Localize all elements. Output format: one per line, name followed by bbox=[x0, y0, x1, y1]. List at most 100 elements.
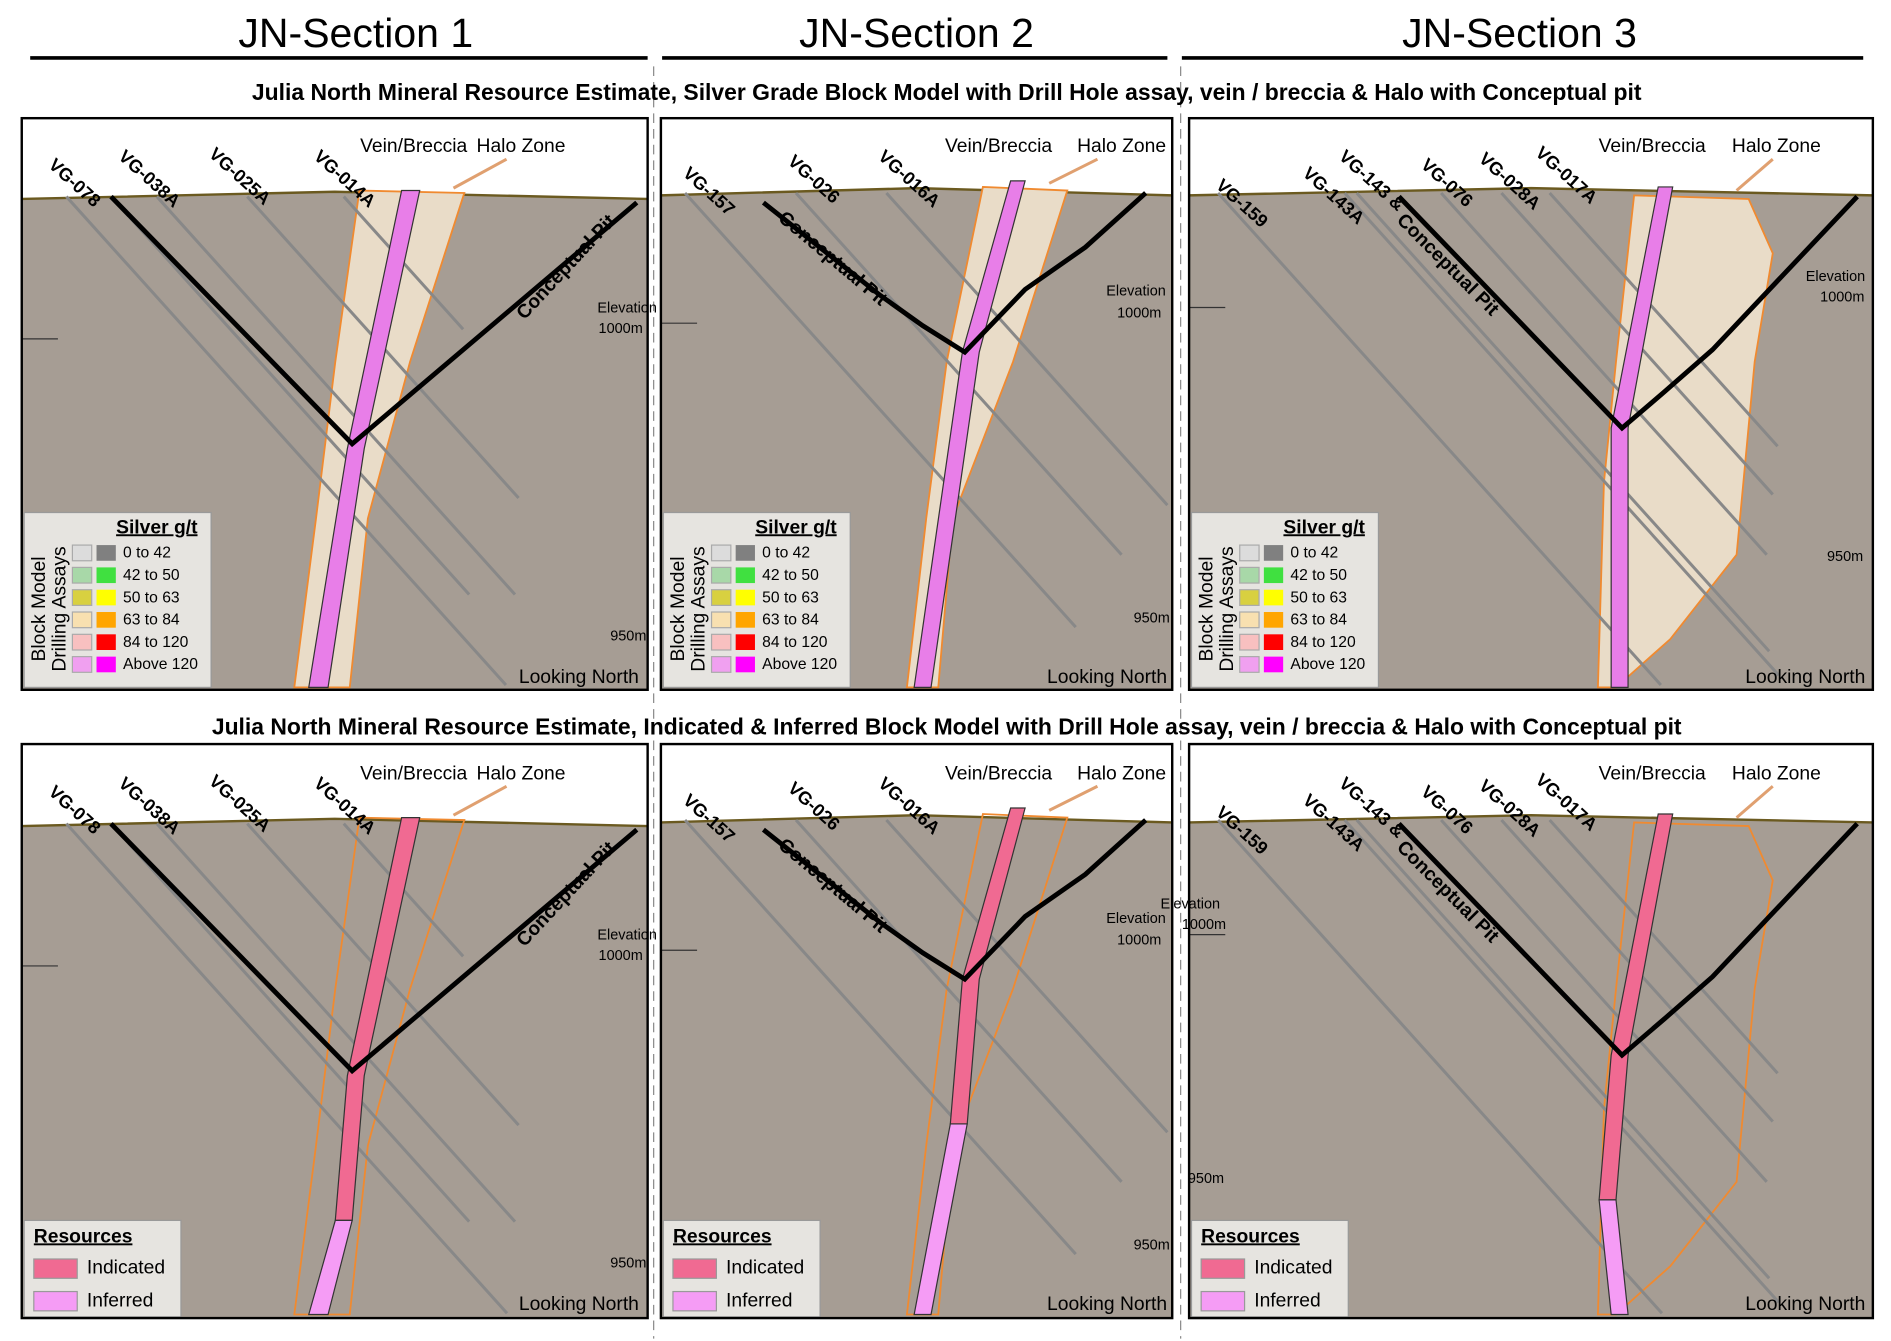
halo-label: Halo Zone bbox=[1732, 136, 1821, 157]
legend-item: 63 to 84 bbox=[762, 612, 819, 629]
legend-group: Block Model bbox=[29, 556, 50, 661]
legend-swatch bbox=[1264, 657, 1283, 673]
elevation-label: Elevation bbox=[1106, 284, 1166, 300]
legend-swatch bbox=[736, 634, 755, 650]
elevation-1000: 1000m bbox=[1117, 305, 1161, 321]
legend-swatch bbox=[97, 590, 116, 606]
view-label: Looking North bbox=[1745, 1294, 1865, 1315]
legend-swatch bbox=[72, 657, 91, 673]
legend-swatch bbox=[712, 590, 731, 606]
legend-swatch bbox=[72, 612, 91, 628]
vein-label: Vein/Breccia bbox=[360, 763, 467, 784]
legend-swatch bbox=[1201, 1292, 1244, 1311]
legend-swatch bbox=[97, 657, 116, 673]
view-label: Looking North bbox=[1745, 667, 1865, 688]
elevation-1000: 1000m bbox=[599, 321, 643, 337]
legend-item: 42 to 50 bbox=[1290, 567, 1347, 584]
legend-swatch bbox=[736, 657, 755, 673]
legend-group: Drilling Assays bbox=[1217, 546, 1238, 671]
legend-item: 50 to 63 bbox=[1290, 589, 1347, 606]
legend-item: Indicated bbox=[87, 1258, 165, 1279]
legend-title: Silver g/t bbox=[755, 517, 837, 538]
vein-label: Vein/Breccia bbox=[945, 136, 1052, 157]
legend-group: Block Model bbox=[668, 556, 689, 661]
section-header: JN-Section 3 bbox=[1402, 10, 1637, 56]
legend-swatch bbox=[97, 545, 116, 561]
legend-swatch bbox=[72, 545, 91, 561]
legend-item: Inferred bbox=[726, 1290, 792, 1311]
legend-swatch bbox=[97, 634, 116, 650]
legend-item: 63 to 84 bbox=[123, 612, 180, 629]
legend-swatch bbox=[736, 612, 755, 628]
section-header: JN-Section 2 bbox=[799, 10, 1034, 56]
legend-item: 42 to 50 bbox=[123, 567, 180, 584]
legend-swatch bbox=[673, 1292, 716, 1311]
legend-swatch bbox=[1240, 567, 1259, 583]
halo-label: Halo Zone bbox=[1732, 763, 1821, 784]
legend-swatch bbox=[712, 567, 731, 583]
legend-item: 84 to 120 bbox=[123, 634, 189, 651]
legend-swatch bbox=[1240, 545, 1259, 561]
legend-item: Above 120 bbox=[762, 656, 837, 673]
legend-swatch bbox=[1264, 567, 1283, 583]
view-label: Looking North bbox=[519, 667, 639, 688]
legend-swatch bbox=[712, 612, 731, 628]
elevation-950: 950m bbox=[1188, 1171, 1224, 1187]
legend-item: 42 to 50 bbox=[762, 567, 819, 584]
legend-swatch bbox=[736, 590, 755, 606]
elevation-1000: 1000m bbox=[1820, 290, 1864, 306]
legend-swatch bbox=[72, 634, 91, 650]
legend-item: 63 to 84 bbox=[1290, 612, 1347, 629]
legend-swatch bbox=[1240, 590, 1259, 606]
row-title: Julia North Mineral Resource Estimate, S… bbox=[252, 79, 1642, 105]
legend-swatch bbox=[736, 545, 755, 561]
vein-label: Vein/Breccia bbox=[360, 136, 467, 157]
legend-title: Resources bbox=[673, 1226, 772, 1247]
elevation-950: 950m bbox=[1134, 1238, 1170, 1254]
legend-group: Block Model bbox=[1196, 556, 1217, 661]
legend-title: Silver g/t bbox=[116, 517, 198, 538]
legend-item: 50 to 63 bbox=[762, 589, 819, 606]
elevation-950: 950m bbox=[610, 1256, 646, 1272]
legend-swatch bbox=[97, 612, 116, 628]
legend-item: Indicated bbox=[726, 1258, 804, 1279]
legend-swatch bbox=[712, 657, 731, 673]
view-label: Looking North bbox=[1047, 667, 1167, 688]
legend-swatch bbox=[712, 545, 731, 561]
legend-swatch bbox=[72, 567, 91, 583]
legend-item: Indicated bbox=[1254, 1258, 1332, 1279]
legend-swatch bbox=[1264, 612, 1283, 628]
legend-swatch bbox=[1264, 634, 1283, 650]
legend-item: Inferred bbox=[1254, 1290, 1320, 1311]
legend-item: Above 120 bbox=[1290, 656, 1365, 673]
legend-title: Silver g/t bbox=[1283, 517, 1365, 538]
legend-title: Resources bbox=[34, 1226, 133, 1247]
halo-label: Halo Zone bbox=[1077, 136, 1166, 157]
elevation-950: 950m bbox=[610, 629, 646, 645]
legend-title: Resources bbox=[1201, 1226, 1300, 1247]
legend-item: Inferred bbox=[87, 1290, 153, 1311]
legend-swatch bbox=[1240, 657, 1259, 673]
legend-swatch bbox=[1201, 1259, 1244, 1278]
halo-label: Halo Zone bbox=[477, 763, 566, 784]
row-title: Julia North Mineral Resource Estimate, I… bbox=[212, 713, 1682, 739]
legend-item: 0 to 42 bbox=[123, 545, 171, 562]
elevation-label: Elevation bbox=[1106, 911, 1166, 927]
legend-swatch bbox=[673, 1259, 716, 1278]
page: JN-Section 1 JN-Section 2 JN-Section 3 J… bbox=[0, 0, 1891, 1341]
legend-swatch bbox=[1240, 634, 1259, 650]
elevation-1000: 1000m bbox=[1117, 932, 1161, 948]
legend-swatch bbox=[97, 567, 116, 583]
halo-label: Halo Zone bbox=[477, 136, 566, 157]
vein-label: Vein/Breccia bbox=[1599, 136, 1706, 157]
legend-item: 0 to 42 bbox=[762, 545, 810, 562]
figure: JN-Section 1 JN-Section 2 JN-Section 3 J… bbox=[0, 0, 1891, 1341]
elevation-950: 950m bbox=[1827, 549, 1863, 565]
vein-label: Vein/Breccia bbox=[945, 763, 1052, 784]
legend-item: 0 to 42 bbox=[1290, 545, 1338, 562]
legend-group: Drilling Assays bbox=[49, 546, 70, 671]
legend-item: Above 120 bbox=[123, 656, 198, 673]
view-label: Looking North bbox=[1047, 1294, 1167, 1315]
elevation-1000: 1000m bbox=[599, 948, 643, 964]
elevation-950: 950m bbox=[1134, 610, 1170, 626]
